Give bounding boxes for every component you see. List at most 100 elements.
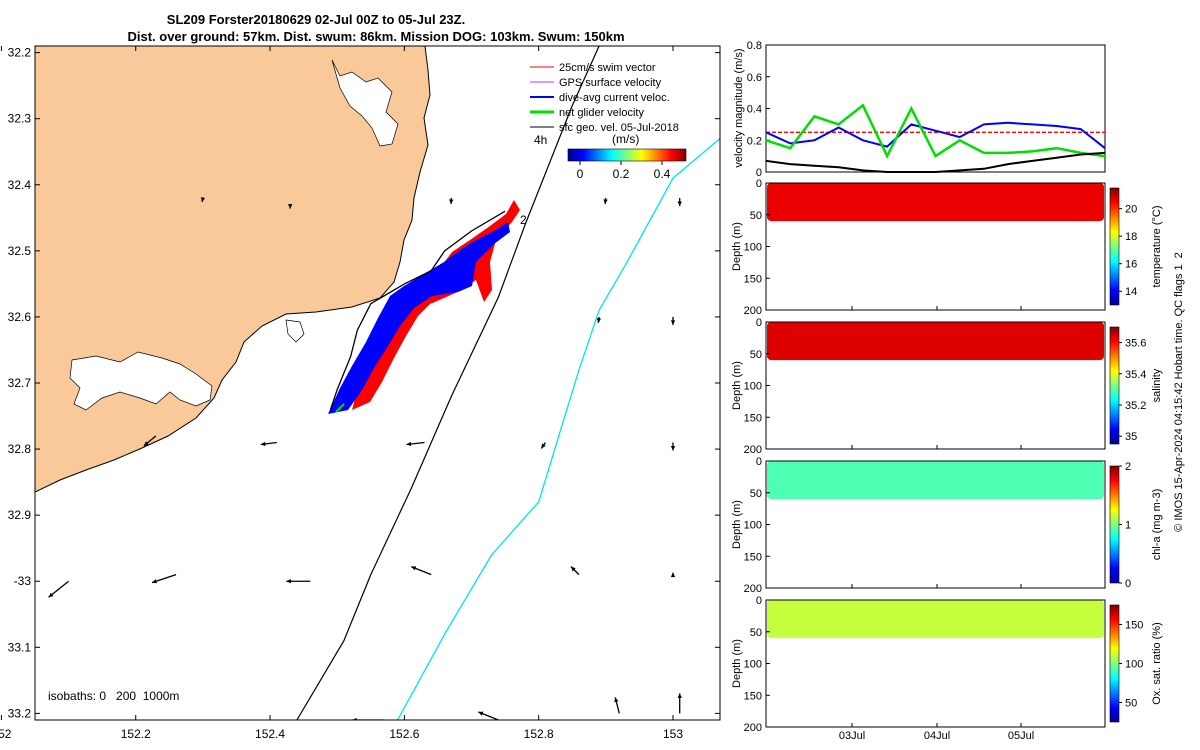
- section-ylabel: Depth (m): [731, 500, 743, 549]
- depth-tick-label: 200: [744, 583, 762, 595]
- section-ylabel: Depth (m): [731, 222, 743, 271]
- map-y-tick-label: 32.3: [8, 112, 32, 126]
- track-end-label: 2: [520, 213, 527, 227]
- sfc-vector-head: [48, 592, 54, 598]
- depth-tick-label: 0: [756, 178, 762, 190]
- section-colorbar: [1109, 604, 1120, 723]
- section-data-field: [767, 183, 1104, 222]
- velocity-y-tick-label: 0.4: [747, 104, 762, 116]
- map-y-tick-label: 32.2: [8, 46, 32, 60]
- net-velocity-arrow: [335, 403, 345, 413]
- depth-tick-label: 200: [744, 444, 762, 456]
- depth-tick-label: 100: [744, 520, 762, 532]
- depth-tick-label: 150: [744, 412, 762, 424]
- colorbar-tick-label: 1: [1125, 520, 1131, 532]
- depth-tick-label: 50: [750, 488, 762, 500]
- map-legend: 25cm/s swim vector GPS surface velocity …: [530, 62, 687, 181]
- map-y-tick-label: 32.7: [8, 376, 32, 390]
- map-y-axis: 32.2 32.3 32.4 32.5 32.6 32.7 32.8 32.9 -33 33.1 3…: [8, 46, 720, 720]
- coastline: [35, 46, 431, 493]
- legend-item-net: net glider velocity: [530, 107, 644, 119]
- colorbar-tick-label: 35.6: [1125, 338, 1146, 350]
- label-4h: 4h: [534, 133, 547, 147]
- lagoon-south: [69, 351, 213, 411]
- velocity-y-tick-label: 0: [756, 167, 762, 179]
- surface-velocity-vectors: [48, 197, 682, 720]
- depth-tick-label: 150: [744, 273, 762, 285]
- map-colorbar-tick-1: 0.2: [613, 167, 630, 181]
- legend-label-current: dive-avg current veloc.: [559, 92, 670, 104]
- legend-item-gps: GPS surface velocity: [530, 77, 662, 89]
- colorbar-tick-label: 20: [1125, 204, 1137, 216]
- section-ylabel: Depth (m): [731, 361, 743, 410]
- map-y-tick-label: 32.8: [8, 442, 32, 456]
- map-y-tick-label: 33.1: [8, 640, 32, 654]
- lagoon-north: [331, 59, 399, 147]
- colorbar-label: chl-a (mg m-3): [1151, 489, 1163, 561]
- sfc-vector-head: [143, 441, 149, 446]
- map-y-tick-label: 32.9: [8, 508, 32, 522]
- map-y-tick-label: 32.5: [8, 244, 32, 258]
- section-ylabel: Depth (m): [731, 639, 743, 688]
- map-x-tick-label: 152: [0, 727, 12, 741]
- sfc-vector-head: [670, 572, 676, 578]
- section-data-field: [767, 600, 1104, 639]
- sfc-vector-head: [288, 204, 293, 209]
- legend-item-current: dive-avg current veloc.: [530, 92, 670, 104]
- map-x-tick-label: 153: [663, 727, 683, 741]
- map-colorbar-tick-0: 0: [577, 167, 584, 181]
- velocity-series: [765, 103, 1106, 173]
- colorbar-tick-label: 18: [1125, 231, 1137, 243]
- section-colorbar: [1109, 187, 1120, 306]
- sfc-vector-head: [200, 197, 206, 202]
- map-colorbar: [567, 148, 687, 162]
- section-panel-temperature: 0 50 100 150 200 Depth (m) 14 16 18 20 temperature…: [731, 178, 1163, 317]
- map-x-axis: 152 152.2 152.4 152.6 152.8 153: [0, 46, 683, 741]
- glider-track: [329, 210, 506, 410]
- colorbar-tick-label: 35.2: [1125, 400, 1146, 412]
- map-panel: 2 32.2 32.3 32.4 32.5 32.6 32.7 32.8 32.9 -33 33.…: [0, 45, 721, 741]
- time-tick-label: 04Jul: [924, 730, 950, 742]
- map-colorbar-tick-2: 0.4: [654, 167, 671, 181]
- sfc-vector-head: [449, 199, 454, 204]
- lagoon-middle: [285, 319, 305, 343]
- sfc-vector-head: [352, 717, 357, 720]
- velocity-y-tick-label: 0.6: [747, 72, 762, 84]
- sfc-vector-head: [406, 441, 412, 447]
- map-colorbar-label: (m/s): [612, 132, 639, 146]
- depth-tick-label: 0: [756, 317, 762, 329]
- velocity-line-current: [765, 121, 1106, 149]
- sfc-vector-head: [152, 579, 157, 584]
- map-x-tick-label: 152.8: [524, 727, 554, 741]
- depth-tick-label: 100: [744, 242, 762, 254]
- depth-tick-label: 0: [756, 595, 762, 607]
- section-panel-oxygen: 0 50 100 150 200 Depth (m) 50 100 150 Ox. sat. ra…: [731, 595, 1163, 742]
- colorbar-tick-label: 35: [1125, 431, 1137, 443]
- depth-tick-label: 100: [744, 659, 762, 671]
- title-line-1: SL209 Forster20180629 02-Jul 00Z to 05-J…: [167, 12, 465, 27]
- sfc-vector-head: [570, 566, 576, 572]
- current-vector-fan: [328, 222, 510, 414]
- sfc-vector-head: [411, 566, 417, 571]
- legend-item-sfc: sfc geo. vel. 05-Jul-2018: [530, 122, 679, 134]
- sfc-vector-head: [677, 693, 682, 698]
- sfc-vector-head: [677, 201, 682, 206]
- legend-label-sfc: sfc geo. vel. 05-Jul-2018: [559, 122, 679, 134]
- velocity-panel: 0 0.2 0.4 0.6 0.8 velocity magnitude (m/s): [733, 40, 1106, 179]
- colorbar-label: Ox. sat. ratio (%): [1151, 622, 1163, 705]
- glider-track-group: 2: [328, 200, 527, 414]
- colorbar-tick-label: 100: [1125, 659, 1143, 671]
- velocity-y-tick-label: 0.8: [747, 40, 762, 52]
- time-tick-label: 03Jul: [839, 730, 865, 742]
- section-colorbar: [1109, 465, 1120, 584]
- legend-label-swim: 25cm/s swim vector: [559, 62, 656, 74]
- legend-label-net: net glider velocity: [559, 107, 644, 119]
- depth-tick-label: 50: [750, 210, 762, 222]
- isobath-1000m: [397, 138, 720, 720]
- colorbar-label: temperature (°C): [1151, 205, 1163, 287]
- colorbar-tick-label: 35.4: [1125, 369, 1146, 381]
- sfc-vector-head: [670, 320, 676, 325]
- velocity-y-tick-label: 0.2: [747, 135, 762, 147]
- map-y-tick-label: 33.2: [8, 706, 32, 720]
